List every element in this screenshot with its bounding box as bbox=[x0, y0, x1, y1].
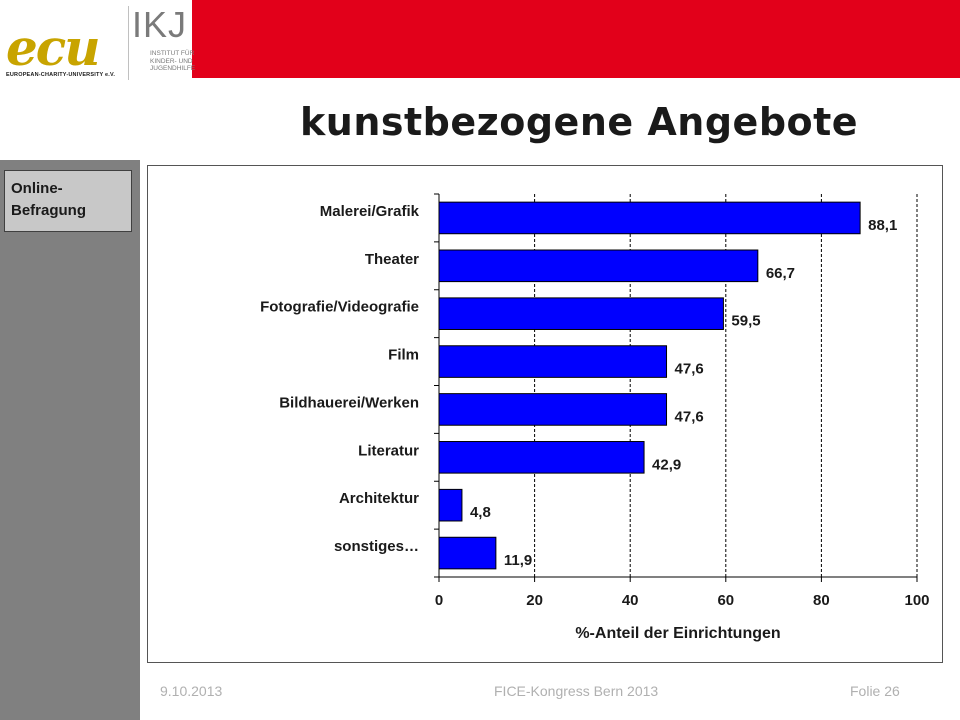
category-label: Bildhauerei/Werken bbox=[279, 394, 419, 411]
data-label: 47,6 bbox=[675, 408, 704, 425]
x-tick-label: 80 bbox=[813, 592, 830, 609]
footer-date: 9.10.2013 bbox=[160, 683, 223, 699]
ikj-subtitle-line: KINDER- UND bbox=[150, 57, 193, 65]
logo-area: ecu EUROPEAN-CHARITY-UNIVERSITY e.V. IKJ… bbox=[0, 0, 195, 96]
x-axis-title: %-Anteil der Einrichtungen bbox=[575, 625, 780, 642]
x-tick-label: 0 bbox=[435, 592, 443, 609]
x-tick-label: 100 bbox=[904, 592, 929, 609]
bar bbox=[438, 393, 668, 426]
category-label: sonstiges… bbox=[334, 538, 419, 555]
ikj-subtitle-line: INSTITUT FÜR bbox=[150, 50, 195, 57]
category-label: Theater bbox=[365, 251, 419, 268]
category-label: Malerei/Grafik bbox=[320, 203, 420, 220]
bar-chart: 88,1 Malerei/Grafik 66,7 Theater 59,5 Fotogra… bbox=[260, 193, 930, 642]
data-label: 42,9 bbox=[652, 456, 681, 473]
bar bbox=[438, 201, 861, 235]
category-label: Fotografie/Videografie bbox=[260, 299, 419, 316]
section-label-line: Online- bbox=[11, 180, 63, 197]
category-label: Literatur bbox=[358, 442, 419, 459]
footer-slide-number: Folie 26 bbox=[850, 683, 900, 699]
bar bbox=[438, 488, 463, 522]
logo-separator bbox=[128, 6, 129, 80]
ecu-logo-subtitle: EUROPEAN-CHARITY-UNIVERSITY e.V. bbox=[6, 72, 116, 78]
section-label-line: Befragung bbox=[11, 202, 86, 219]
data-label: 59,5 bbox=[731, 313, 760, 330]
x-tick-label: 20 bbox=[526, 592, 543, 609]
x-tick-label: 60 bbox=[717, 592, 734, 609]
bar bbox=[438, 249, 759, 283]
ikj-logo: IKJ bbox=[132, 4, 188, 45]
category-label: Architektur bbox=[339, 490, 419, 507]
section-label: Online- Befragung bbox=[4, 170, 132, 232]
data-label: 11,9 bbox=[504, 552, 532, 569]
category-label: Film bbox=[388, 347, 419, 364]
bar bbox=[438, 297, 724, 330]
ecu-logo: ecu bbox=[6, 18, 101, 77]
page-title: kunstbezogene Angebote bbox=[300, 100, 859, 144]
data-label: 88,1 bbox=[868, 217, 897, 234]
header-bar bbox=[192, 0, 960, 78]
data-label: 47,6 bbox=[675, 361, 704, 378]
bar bbox=[438, 345, 668, 378]
bar bbox=[438, 536, 497, 570]
bar bbox=[438, 441, 645, 474]
data-label: 66,7 bbox=[766, 265, 795, 282]
chart-frame: 88,1 Malerei/Grafik 66,7 Theater 59,5 Fotogra… bbox=[147, 165, 943, 663]
ikj-logo-subtitle: INSTITUT FÜR KINDER- UND JUGENDHILFE bbox=[150, 50, 195, 73]
footer-event: FICE-Kongress Bern 2013 bbox=[494, 683, 659, 699]
left-band bbox=[0, 160, 140, 720]
x-tick-label: 40 bbox=[622, 592, 639, 609]
ikj-subtitle-line: JUGENDHILFE bbox=[150, 65, 196, 72]
data-label: 4,8 bbox=[470, 504, 491, 521]
